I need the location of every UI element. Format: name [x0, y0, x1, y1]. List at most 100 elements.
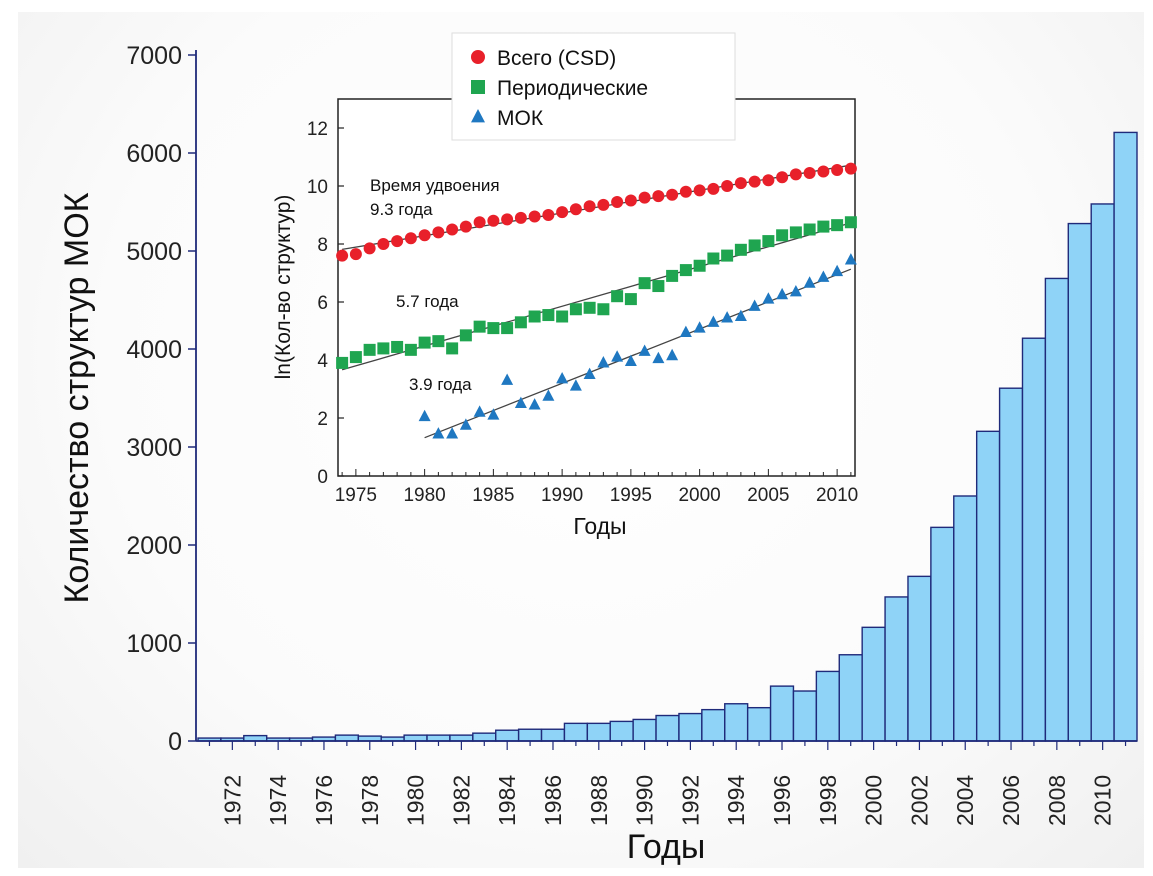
- data-point: [831, 219, 843, 231]
- data-point: [529, 311, 541, 323]
- x-tick-label: 1984: [494, 775, 520, 826]
- inset-x-tick-label: 1975: [335, 485, 377, 506]
- bar: [977, 431, 1000, 741]
- legend-marker-periodic: [471, 80, 485, 94]
- bar: [771, 686, 794, 741]
- data-point: [364, 344, 376, 356]
- inset-x-tick-label: 1980: [403, 485, 445, 506]
- inset-x-tick-label: 2000: [678, 485, 720, 506]
- data-point: [446, 224, 458, 236]
- data-point: [611, 290, 623, 302]
- data-point: [680, 186, 692, 198]
- data-point: [597, 199, 609, 211]
- y-tick-label: 7000: [126, 42, 182, 70]
- bar: [1022, 338, 1045, 741]
- bar: [954, 496, 977, 741]
- data-point: [405, 344, 417, 356]
- legend-label: Всего (CSD): [497, 47, 616, 70]
- inset-plot-area: [338, 99, 855, 476]
- data-point: [694, 260, 706, 272]
- data-point: [460, 221, 472, 233]
- x-tick-label: 1992: [677, 775, 703, 826]
- data-point: [460, 329, 472, 341]
- y-tick-label: 4000: [126, 336, 182, 364]
- data-point: [762, 235, 774, 247]
- bar: [1091, 204, 1114, 741]
- bar: [519, 729, 542, 741]
- data-point: [639, 192, 651, 204]
- bar: [748, 708, 771, 741]
- x-tick-label: 2000: [861, 775, 887, 826]
- data-point: [666, 189, 678, 201]
- bar: [793, 691, 816, 741]
- x-tick-label: 1994: [723, 775, 749, 826]
- y-axis-title: Количество структур МОК: [58, 192, 96, 603]
- data-point: [336, 357, 348, 369]
- inset-y-tick-label: 6: [317, 293, 328, 314]
- inset-x-axis-title: Годы: [573, 513, 626, 539]
- data-point: [735, 244, 747, 256]
- data-point: [515, 316, 527, 328]
- data-point: [749, 239, 761, 251]
- data-point: [776, 229, 788, 241]
- data-point: [707, 253, 719, 265]
- bar: [1045, 278, 1068, 741]
- data-point: [377, 238, 389, 250]
- inset-y-tick-label: 8: [317, 235, 328, 256]
- data-point: [501, 213, 513, 225]
- data-point: [432, 226, 444, 238]
- x-tick-label: 2002: [906, 775, 932, 826]
- data-point: [721, 180, 733, 192]
- bar: [839, 655, 862, 741]
- bar: [587, 723, 610, 741]
- data-point: [845, 163, 857, 175]
- data-point: [804, 224, 816, 236]
- data-point: [501, 322, 513, 334]
- data-point: [474, 216, 486, 228]
- bar: [473, 733, 496, 741]
- data-point: [350, 351, 362, 363]
- data-point: [845, 216, 857, 228]
- x-tick-label: 1974: [265, 775, 291, 826]
- data-point: [652, 190, 664, 202]
- data-point: [350, 248, 362, 260]
- data-point: [556, 206, 568, 218]
- inset-y-tick-label: 4: [317, 351, 328, 372]
- data-point: [735, 177, 747, 189]
- data-point: [570, 303, 582, 315]
- x-tick-label: 2006: [998, 775, 1024, 826]
- y-tick-label: 6000: [126, 140, 182, 168]
- data-point: [721, 250, 733, 262]
- annotation-doubling-title: Время удвоения: [370, 176, 500, 195]
- bar: [725, 704, 748, 741]
- data-point: [474, 321, 486, 333]
- data-point: [749, 176, 761, 188]
- y-tick-label: 5000: [126, 238, 182, 266]
- data-point: [419, 229, 431, 241]
- data-point: [804, 167, 816, 179]
- bar: [1000, 388, 1023, 741]
- inset-x-tick-label: 2005: [747, 485, 789, 506]
- bar: [633, 719, 656, 741]
- data-point: [391, 235, 403, 247]
- x-tick-label: 1986: [540, 775, 566, 826]
- inset-y-tick-label: 0: [317, 467, 328, 488]
- data-point: [556, 311, 568, 323]
- bar: [862, 627, 885, 741]
- data-point: [446, 342, 458, 354]
- data-point: [487, 215, 499, 227]
- data-point: [405, 232, 417, 244]
- inset-x-tick-label: 1990: [541, 485, 583, 506]
- data-point: [597, 303, 609, 315]
- bar: [1114, 132, 1137, 741]
- x-tick-label: 1996: [769, 775, 795, 826]
- data-point: [831, 164, 843, 176]
- annotation-doubling-total: 9.3 года: [370, 200, 433, 219]
- data-point: [694, 184, 706, 196]
- data-point: [570, 203, 582, 215]
- data-point: [817, 166, 829, 178]
- inset-y-tick-label: 12: [307, 119, 328, 140]
- data-point: [515, 212, 527, 224]
- data-point: [542, 209, 554, 221]
